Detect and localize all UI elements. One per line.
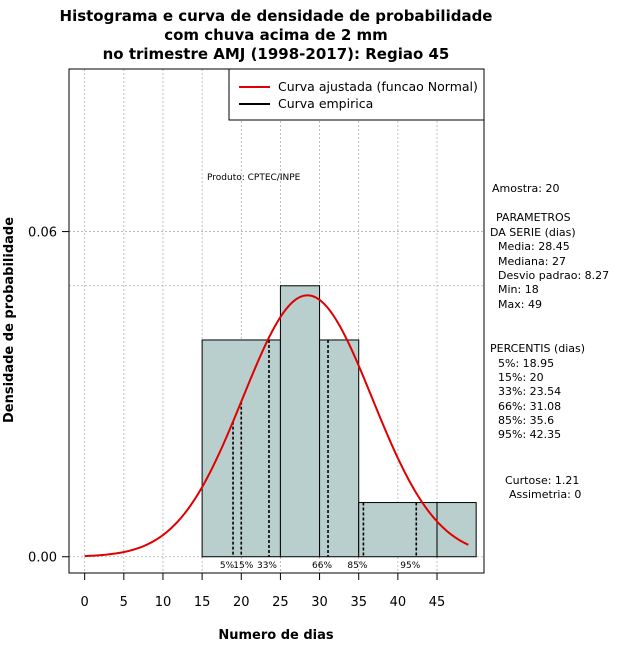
legend: Curva ajustada (funcao Normal) Curva emp…: [228, 68, 485, 121]
median-value: Mediana: 27: [498, 255, 566, 268]
product-label: Produto: CPTEC/INPE: [207, 173, 301, 183]
percentile-label: 85%: [347, 561, 367, 571]
sample-size: Amostra: 20: [492, 182, 559, 195]
x-tick-label: 0: [81, 595, 89, 610]
chart-title-line-1: Histograma e curva de densidade de proba…: [60, 7, 493, 25]
p85-value: 85%: 35.6: [498, 414, 554, 427]
x-tick-label: 20: [233, 595, 250, 610]
x-tick-label: 30: [311, 595, 328, 610]
percentile-label: 33%: [257, 561, 277, 571]
max-value: Max: 49: [498, 298, 542, 311]
params-title-2: DA SERIE (dias): [490, 226, 576, 239]
x-tick-label: 45: [429, 595, 446, 610]
skewness-value: Assimetria: 0: [509, 488, 581, 501]
percentile-lines: 5% 15% 33% 66% 85% 95%: [220, 339, 421, 571]
y-tick-label: 0.06: [28, 226, 57, 241]
percentile-label: 95%: [400, 561, 420, 571]
p66-value: 66%: 31.08: [498, 400, 561, 413]
mean-value: Media: 28.45: [498, 240, 570, 253]
stddev-value: Desvio padrao: 8.27: [498, 269, 609, 282]
legend-label-normal: Curva ajustada (funcao Normal): [278, 79, 478, 94]
x-tick-label: 40: [390, 595, 407, 610]
legend-label-empirical: Curva empirica: [278, 96, 373, 111]
y-tick-label: 0.00: [28, 551, 57, 566]
x-axis-label: Numero de dias: [218, 628, 334, 643]
histogram-bar: [279, 285, 321, 558]
percentile-label: 15%: [233, 561, 253, 571]
p33-value: 33%: 23.54: [498, 385, 561, 398]
chart-title-line-3: no trimestre AMJ (1998-2017): Regiao 45: [103, 45, 450, 63]
percentile-label: 66%: [312, 561, 332, 571]
legend-box: [228, 68, 485, 121]
x-tick-label: 35: [350, 595, 367, 610]
normal-fit-curve: [84, 294, 469, 558]
p15-value: 15%: 20: [498, 371, 544, 384]
density-curves: [84, 294, 469, 558]
min-value: Min: 18: [498, 283, 539, 296]
x-tick-label: 25: [272, 595, 289, 610]
kurtosis-value: Curtose: 1.21: [505, 474, 579, 487]
chart-title-line-2: com chuva acima de 2 mm: [164, 26, 388, 44]
histogram-bar: [319, 339, 360, 558]
percentiles-title: PERCENTIS (dias): [490, 342, 585, 355]
x-tick-label: 10: [155, 595, 172, 610]
histogram-bar: [358, 502, 438, 558]
histogram-bar: [436, 502, 477, 558]
x-tick-label: 5: [120, 595, 128, 610]
params-title-1: PARAMETROS: [496, 211, 571, 224]
percentile-label: 5%: [220, 561, 235, 571]
p5-value: 5%: 18.95: [498, 357, 554, 370]
y-axis-label: Densidade de probabilidade: [2, 217, 17, 423]
stats-panel: Amostra: 20 PARAMETROS DA SERIE (dias) M…: [490, 182, 609, 501]
x-tick-label: 15: [194, 595, 211, 610]
p95-value: 95%: 42.35: [498, 428, 561, 441]
